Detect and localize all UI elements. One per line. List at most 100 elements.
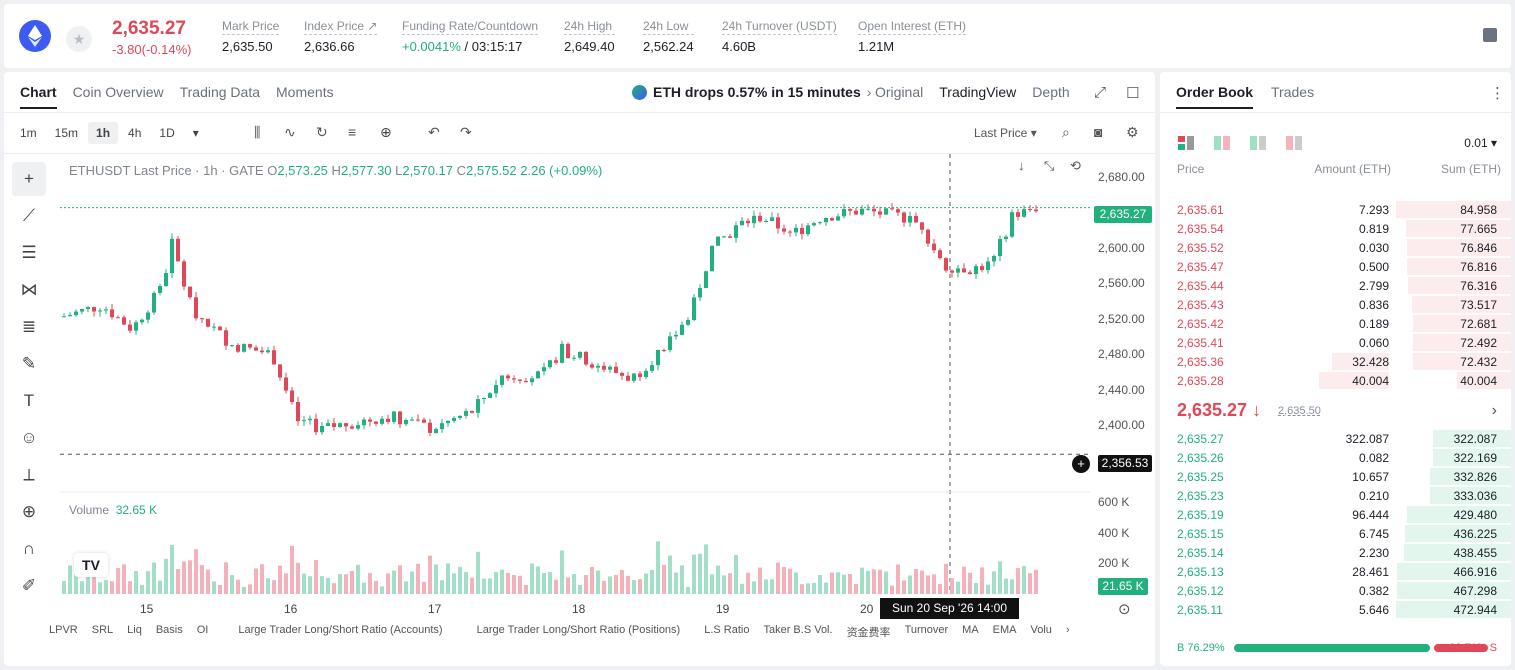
bid-row[interactable]: 2,635.15 6.745 436.225	[1160, 524, 1511, 543]
tf-1h[interactable]: 1h	[88, 122, 119, 144]
fib-icon[interactable]: ≣	[21, 317, 37, 336]
tf-15m[interactable]: 15m	[54, 126, 79, 140]
add-icon[interactable]: ⊕	[380, 124, 392, 140]
magnet-icon[interactable]: ∩	[22, 539, 36, 558]
ind-ema[interactable]: EMA	[992, 624, 1017, 636]
redo-icon[interactable]: ↷	[460, 124, 472, 140]
emoji-icon[interactable]: ☺	[20, 428, 38, 447]
gear-icon[interactable]: ⚙	[1126, 124, 1139, 140]
chevron-right-icon[interactable]: ›	[1065, 624, 1070, 636]
candle-body	[506, 375, 510, 379]
bid-row[interactable]: 2,635.23 0.210 333.036	[1160, 486, 1511, 505]
candle-type-icon[interactable]: ⫼	[254, 124, 261, 140]
crosshair-icon[interactable]: +	[12, 162, 46, 196]
expand-icon[interactable]: ⤢	[1094, 84, 1107, 101]
ask-row[interactable]: 2,635.42 0.189 72.681	[1160, 314, 1511, 333]
book-icon[interactable]	[1483, 28, 1497, 42]
undo-icon[interactable]: ↶	[428, 124, 440, 140]
bid-row[interactable]: 2,635.11 5.646 472.944	[1160, 600, 1511, 619]
ask-row[interactable]: 2,635.61 7.293 84.958	[1160, 200, 1511, 219]
ask-row[interactable]: 2,635.43 0.836 73.517	[1160, 295, 1511, 314]
ind-ls-positions[interactable]: Large Trader Long/Short Ratio (Positions…	[476, 624, 681, 636]
price-source-select[interactable]: Last Price ▾	[974, 126, 1037, 140]
index-price[interactable]: Index Price ↗ 2,636.66	[304, 19, 378, 54]
ask-row[interactable]: 2,635.28 40.004 40.004	[1160, 371, 1511, 390]
tab-coin-overview[interactable]: Coin Overview	[72, 84, 164, 100]
candle-body	[656, 350, 660, 366]
ask-row[interactable]: 2,635.36 32.428 72.432	[1160, 352, 1511, 371]
candle-body	[980, 266, 984, 271]
window-icon[interactable]: ☐	[1126, 85, 1140, 102]
layout-split-icon[interactable]	[1214, 136, 1230, 150]
bid-row[interactable]: 2,635.26 0.082 322.169	[1160, 448, 1511, 467]
row-sum: 76.816	[1460, 260, 1497, 274]
ask-row[interactable]: 2,635.54 0.819 77.665	[1160, 219, 1511, 238]
ind-srl[interactable]: SRL	[91, 624, 114, 636]
trend-line-icon[interactable]: ⟋	[23, 206, 35, 225]
ask-row[interactable]: 2,635.52 0.030 76.846	[1160, 238, 1511, 257]
ind-lpvr[interactable]: LPVR	[49, 624, 78, 636]
view-original[interactable]: Original	[875, 84, 924, 100]
ind-turnover[interactable]: Turnover	[904, 624, 949, 636]
favorite-star-icon[interactable]: ★	[66, 26, 92, 52]
bid-row[interactable]: 2,635.27 322.087 322.087	[1160, 429, 1511, 448]
add-alert-icon[interactable]: +	[1072, 455, 1090, 473]
reset-icon[interactable]: ⟲	[1070, 158, 1081, 173]
indicators-icon[interactable]: ∿	[284, 124, 296, 140]
ind-ls-accounts[interactable]: Large Trader Long/Short Ratio (Accounts)	[238, 624, 443, 636]
tab-order-book[interactable]: Order Book	[1176, 84, 1254, 109]
arrow-down-icon[interactable]: ↓	[1018, 158, 1025, 173]
bid-row[interactable]: 2,635.19 96.444 429.480	[1160, 505, 1511, 524]
price-alert[interactable]: ETH drops 0.57% in 15 minutes ›	[632, 84, 871, 100]
refresh-icon[interactable]: ↻	[316, 124, 328, 140]
volume-bar	[746, 572, 750, 594]
ask-row[interactable]: 2,635.41 0.060 72.492	[1160, 333, 1511, 352]
more-icon[interactable]: ⋮	[1490, 85, 1505, 102]
lock-icon[interactable]: ✐	[21, 576, 37, 595]
pattern-icon[interactable]: ⋈	[20, 280, 38, 299]
layout-asks-icon[interactable]	[1286, 136, 1302, 150]
ind-oi[interactable]: OI	[196, 624, 209, 636]
tab-moments[interactable]: Moments	[276, 84, 334, 100]
bid-row[interactable]: 2,635.25 10.657 332.826	[1160, 467, 1511, 486]
text-icon[interactable]: T	[23, 391, 35, 410]
bid-row[interactable]: 2,635.12 0.382 467.298	[1160, 581, 1511, 600]
zoom-icon[interactable]: ⊕	[21, 502, 37, 521]
depth-bar	[1404, 525, 1511, 542]
tf-1d[interactable]: 1D	[159, 126, 175, 140]
tab-chart[interactable]: Chart	[20, 84, 57, 109]
candlestick-chart[interactable]	[60, 154, 1090, 594]
tab-trades[interactable]: Trades	[1271, 84, 1315, 100]
ind-taker-vol[interactable]: Taker B.S Vol.	[763, 624, 833, 636]
layout-both-icon[interactable]	[1178, 136, 1194, 150]
horizontal-lines-icon[interactable]: ☰	[21, 243, 37, 262]
ind-funding[interactable]: 资金费率	[846, 627, 891, 639]
ask-row[interactable]: 2,635.44 2.799 76.316	[1160, 276, 1511, 295]
ind-ma[interactable]: MA	[962, 624, 979, 636]
layout-bids-icon[interactable]	[1250, 136, 1266, 150]
tf-1m[interactable]: 1m	[20, 126, 37, 140]
brush-icon[interactable]: ✎	[21, 354, 37, 373]
chevron-right-icon[interactable]: ›	[1491, 402, 1497, 419]
bid-row[interactable]: 2,635.13 28.461 466.916	[1160, 562, 1511, 581]
chevron-down-icon[interactable]: ▾	[192, 126, 199, 140]
view-tradingview[interactable]: TradingView	[939, 84, 1017, 100]
tf-4h[interactable]: 4h	[128, 126, 142, 140]
candle-body	[212, 326, 216, 328]
bid-row[interactable]: 2,635.14 2.230 438.455	[1160, 543, 1511, 562]
ind-ls-ratio[interactable]: L.S Ratio	[704, 624, 750, 636]
ind-basis[interactable]: Basis	[155, 624, 183, 636]
ind-liq[interactable]: Liq	[127, 624, 142, 636]
ind-volume[interactable]: Volu	[1030, 624, 1052, 636]
chart-settings-icon[interactable]: ⊙	[1118, 601, 1131, 618]
view-depth[interactable]: Depth	[1032, 84, 1070, 100]
tick-size-select[interactable]: 0.01 ▾	[1464, 136, 1497, 150]
collapse-icon[interactable]: ⤡	[1044, 158, 1055, 173]
search-icon[interactable]: ⌕	[1062, 124, 1070, 140]
tab-trading-data[interactable]: Trading Data	[179, 84, 261, 100]
volume-bar	[110, 581, 114, 594]
camera-icon[interactable]: ◙	[1094, 124, 1103, 140]
ask-row[interactable]: 2,635.47 0.500 76.816	[1160, 257, 1511, 276]
templates-icon[interactable]: ≡	[348, 124, 357, 140]
ruler-icon[interactable]: ⟂	[23, 465, 35, 484]
